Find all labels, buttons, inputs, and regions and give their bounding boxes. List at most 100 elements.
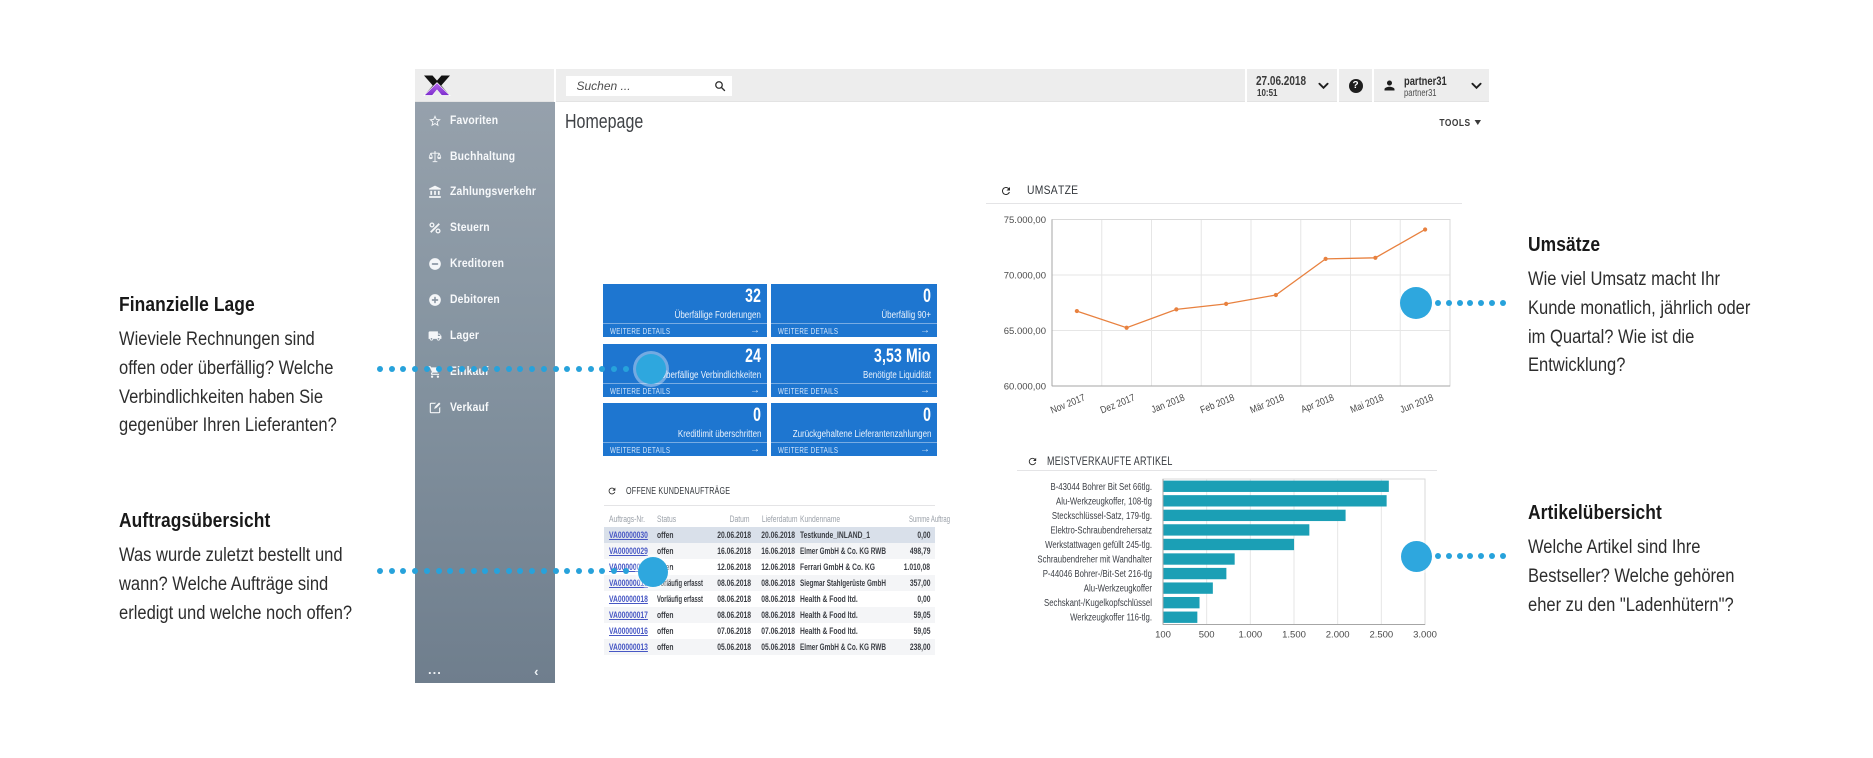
- column-header[interactable]: Lieferdatum: [761, 513, 798, 524]
- kpi-tile[interactable]: 24 Überfällige Verbindlichkeiten WEITERE D…: [603, 344, 767, 397]
- connector-dot: [505, 567, 512, 574]
- artikel-bar-chart: 100 500 1.000 1.500 2.000 2.500 3.000 B-43044 B…: [1037, 478, 1437, 641]
- arrow-right-icon[interactable]: →: [750, 443, 760, 455]
- table-row[interactable]: VA00000029 offen 16.06.2018 16.06.2018 Elmer…: [604, 542, 935, 559]
- sidebar-more-button[interactable]: ...: [428, 662, 442, 677]
- table-row[interactable]: VA00000030 offen 20.06.2018 20.06.2018 Testk…: [604, 526, 935, 543]
- arrow-right-icon[interactable]: →: [750, 324, 760, 336]
- kpi-details-link[interactable]: WEITERE DETAILS: [610, 387, 671, 396]
- kpi-details-link[interactable]: WEITERE DETAILS: [778, 327, 839, 336]
- table-row[interactable]: VA00000017 offen 08.06.2018 08.06.2018 Healt…: [604, 606, 935, 623]
- order-number: VA00000016: [609, 626, 657, 636]
- arrow-right-icon[interactable]: →: [920, 324, 930, 336]
- customer-name: Health & Food ltd.: [800, 609, 858, 620]
- sidebar-item-favoriten[interactable]: Favoriten: [415, 103, 555, 139]
- sidebar-item-steuern[interactable]: Steuern: [415, 210, 555, 246]
- user-name: partner31: [1403, 73, 1447, 88]
- refresh-icon[interactable]: [1027, 456, 1038, 467]
- connector-dot: [482, 365, 489, 372]
- topbar-help-button[interactable]: ?: [1339, 69, 1372, 102]
- order-link[interactable]: VA00000028: [609, 561, 648, 572]
- line-point: [1174, 307, 1179, 312]
- sidebar-item-einkauf[interactable]: Einkauf: [415, 354, 555, 390]
- sidebar-item-debitoren[interactable]: Debitoren: [415, 282, 555, 318]
- table-row[interactable]: VA00000018 Vorläufig erfasst 08.06.2018 08.…: [604, 591, 935, 607]
- plus-circle-icon: [428, 293, 442, 307]
- refresh-icon[interactable]: [607, 486, 617, 496]
- column-header[interactable]: Datum: [730, 513, 750, 524]
- column-header[interactable]: Status: [657, 513, 677, 524]
- search-input[interactable]: [565, 75, 732, 96]
- connector-dot: [587, 365, 594, 372]
- help-icon[interactable]: ?: [1348, 78, 1363, 93]
- kpi-tile[interactable]: 0 Kreditlimit überschritten WEITERE DETAIL…: [603, 403, 767, 456]
- bar: [1163, 611, 1198, 623]
- order-link[interactable]: VA00000030: [609, 529, 648, 540]
- order-delivery-date: 16.06.2018: [761, 545, 796, 556]
- x-tick-label: 500: [1199, 630, 1215, 641]
- connector-dot: [377, 365, 383, 372]
- search-icon[interactable]: [714, 80, 726, 92]
- connector-dot: [599, 365, 606, 372]
- line-series: [1076, 228, 1426, 329]
- topbar-user-menu[interactable]: partner31 partner31: [1373, 69, 1489, 102]
- y-tick-label: 60.000,00: [1004, 382, 1046, 393]
- sidebar-item-kreditoren[interactable]: Kreditoren: [415, 246, 555, 282]
- kpi-tile[interactable]: 32 Überfällige Forderungen WEITERE DETAILS…: [603, 284, 767, 337]
- table-row[interactable]: VA00000016 offen 07.06.2018 07.06.2018 Healt…: [604, 623, 935, 639]
- annotation-artikeluebersicht: Artikelübersicht Welche Artikel sind Ihr…: [1528, 501, 1789, 620]
- column-header[interactable]: Summe Auftrag: [908, 513, 950, 524]
- connector-dot: [552, 365, 559, 372]
- kpi-details-link[interactable]: WEITERE DETAILS: [778, 446, 839, 455]
- sidebar-item-buchhaltung[interactable]: Buchhaltung: [415, 139, 555, 175]
- kpi-details-link[interactable]: WEITERE DETAILS: [610, 327, 671, 336]
- connector-dot: [611, 567, 617, 574]
- annotation-title: Umsätze: [1528, 234, 1601, 256]
- sidebar-item-zahlungsverkehr[interactable]: Zahlungsverkehr: [415, 174, 555, 210]
- arrow-right-icon[interactable]: →: [920, 384, 930, 396]
- order-delivery-date: 05.06.2018: [761, 641, 796, 652]
- refresh-icon[interactable]: [1000, 185, 1012, 197]
- kpi-tile[interactable]: 0 Überfällig 90+ WEITERE DETAILS →: [771, 284, 937, 337]
- kpi-details-link[interactable]: WEITERE DETAILS: [778, 387, 839, 396]
- topbar-date-widget[interactable]: 27.06.2018 10:51: [1246, 69, 1337, 102]
- category-label: Werkstattwagen gefüllt 245-tlg.: [1045, 540, 1152, 551]
- order-link[interactable]: VA00000016: [609, 625, 648, 636]
- connector-dot: [412, 365, 419, 372]
- tools-menu[interactable]: TOOLS: [1419, 117, 1481, 129]
- kpi-tile[interactable]: 0 Zurückgehaltene Lieferantenzahlungen WEI…: [771, 403, 937, 456]
- chevron-down-icon[interactable]: [1318, 82, 1329, 90]
- column-header[interactable]: Auftrags-Nr.: [609, 513, 646, 524]
- order-link[interactable]: VA00000013: [609, 641, 648, 652]
- kpi-tile[interactable]: 3,53 Mio Benötigte Liquidität WEITERE DETA…: [771, 344, 937, 397]
- order-delivery-date: 12.06.2018: [761, 561, 796, 572]
- order-date: 12.06.2018: [717, 561, 752, 572]
- category-label: Alu-Werkzeugkoffer, 108-tlg: [1056, 496, 1152, 507]
- sidebar-item-lager[interactable]: Lager: [415, 318, 555, 354]
- annotation-body: Was wurde zuletzt bestellt und wann? Wel…: [119, 545, 353, 624]
- current-date: 27.06.2018: [1255, 74, 1306, 88]
- order-link[interactable]: VA00000029: [609, 545, 648, 556]
- order-date: 08.06.2018: [717, 577, 752, 588]
- kpi-value: 32: [745, 285, 761, 307]
- column-header[interactable]: Kundenname: [800, 513, 841, 524]
- sidebar-item-label: Steuern: [450, 222, 490, 235]
- kpi-details-link[interactable]: WEITERE DETAILS: [610, 446, 671, 455]
- kpi-value: 0: [923, 404, 931, 426]
- arrow-right-icon[interactable]: →: [920, 443, 930, 455]
- sidebar-collapse-icon[interactable]: ‹: [534, 664, 539, 679]
- order-link[interactable]: VA00000017: [609, 609, 648, 620]
- arrow-right-icon[interactable]: →: [750, 384, 760, 396]
- chevron-down-icon[interactable]: [1470, 82, 1482, 90]
- table-row[interactable]: VA00000019 Vorläufig erfasst 08.06.2018 08.…: [604, 574, 935, 591]
- order-date: 08.06.2018: [717, 609, 752, 620]
- order-link[interactable]: VA00000019: [609, 577, 648, 588]
- x-tick-label: 100: [1155, 630, 1171, 641]
- app-logo[interactable]: [423, 75, 451, 96]
- connector-dot: [575, 365, 582, 372]
- sidebar-item-verkauf[interactable]: Verkauf: [415, 390, 555, 426]
- x-tick-label: 2.500: [1369, 630, 1393, 641]
- table-row[interactable]: VA00000013 offen 05.06.2018 05.06.2018 Elmer…: [604, 638, 935, 655]
- customer-name: Elmer GmbH & Co. KG RWB: [800, 545, 886, 556]
- order-link[interactable]: VA00000018: [609, 593, 648, 604]
